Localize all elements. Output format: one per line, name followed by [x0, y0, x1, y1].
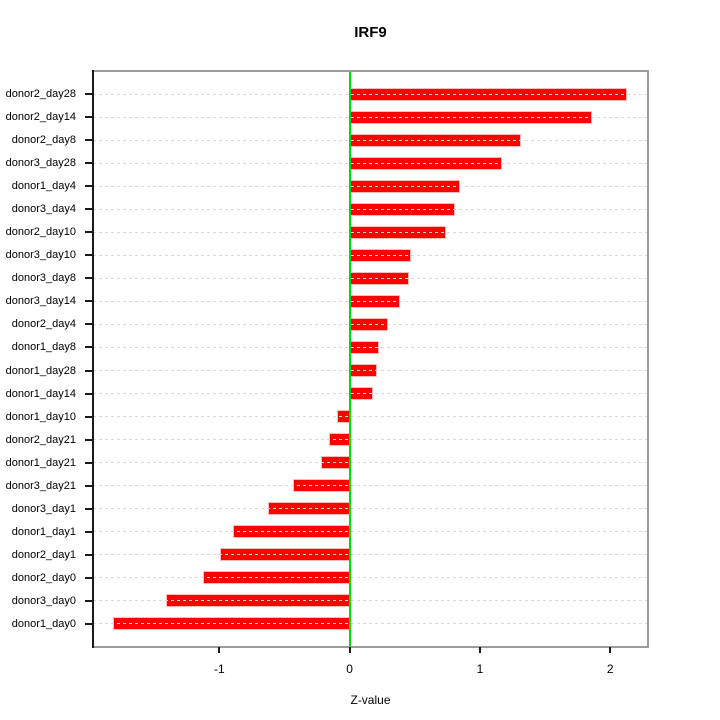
y-axis-label: donor1_day0 — [11, 617, 76, 630]
gridline — [93, 323, 648, 325]
y-axis-tick — [85, 93, 93, 96]
y-axis-tick — [85, 599, 93, 602]
gridline — [93, 416, 648, 418]
gridline — [93, 346, 648, 348]
plot-border-top — [92, 70, 649, 72]
gridline — [93, 623, 648, 625]
y-axis-tick — [85, 415, 93, 418]
y-axis-label: donor2_day28 — [5, 88, 76, 101]
y-axis-label: donor1_day28 — [5, 364, 76, 377]
y-axis-tick — [85, 484, 93, 487]
y-axis-tick — [85, 277, 93, 280]
gridline — [93, 554, 648, 556]
y-axis-label: donor1_day1 — [11, 525, 76, 538]
y-axis-tick — [85, 231, 93, 234]
plot-border-bottom — [92, 646, 649, 648]
gridline — [93, 485, 648, 487]
x-axis-tick — [609, 647, 612, 653]
gridline — [93, 93, 648, 95]
zero-line — [348, 71, 351, 647]
y-axis-label: donor1_day4 — [11, 180, 76, 193]
y-axis-label: donor1_day21 — [5, 456, 76, 469]
y-axis-label: donor2_day0 — [11, 571, 76, 584]
y-axis-label: donor2_day4 — [11, 318, 76, 331]
y-axis-label: donor3_day0 — [11, 594, 76, 607]
gridline — [93, 600, 648, 602]
x-axis-tick — [348, 647, 351, 653]
x-tick-label: 2 — [606, 662, 614, 676]
y-axis-tick — [85, 162, 93, 165]
y-axis-tick — [85, 369, 93, 372]
y-axis-tick — [85, 300, 93, 303]
gridline — [93, 508, 648, 510]
y-axis-label: donor2_day8 — [11, 134, 76, 147]
gridline — [93, 254, 648, 256]
y-axis-label: donor2_day1 — [11, 548, 76, 561]
y-axis-label: donor3_day10 — [5, 249, 76, 262]
y-axis-tick — [85, 254, 93, 257]
gridline — [93, 139, 648, 141]
gridline — [93, 300, 648, 302]
gridline — [93, 577, 648, 579]
y-axis-label: donor3_day8 — [11, 272, 76, 285]
y-axis-tick — [85, 185, 93, 188]
y-axis-tick — [85, 553, 93, 556]
y-axis-tick — [85, 530, 93, 533]
y-axis-tick — [85, 323, 93, 326]
y-axis-label: donor1_day8 — [11, 341, 76, 354]
gridline — [93, 116, 648, 118]
x-tick-label: 1 — [476, 662, 484, 676]
y-axis-tick — [85, 208, 93, 211]
y-axis-label: donor2_day21 — [5, 433, 76, 446]
y-axis-tick — [85, 576, 93, 579]
gridline — [93, 185, 648, 187]
y-axis-tick — [85, 438, 93, 441]
y-axis-line — [92, 70, 94, 648]
y-axis-label: donor3_day14 — [5, 295, 76, 308]
gridline — [93, 231, 648, 233]
gridline — [93, 277, 648, 279]
gridline — [93, 462, 648, 464]
y-axis-label: donor3_day28 — [5, 157, 76, 170]
y-axis-tick — [85, 507, 93, 510]
y-axis-tick — [85, 139, 93, 142]
gridline — [93, 439, 648, 441]
x-axis-title: Z-value — [350, 693, 391, 707]
y-axis-tick — [85, 461, 93, 464]
y-axis-tick — [85, 116, 93, 119]
y-axis-tick — [85, 392, 93, 395]
x-axis-tick — [478, 647, 481, 653]
y-axis-label: donor3_day4 — [11, 203, 76, 216]
y-axis-label: donor3_day1 — [11, 502, 76, 515]
y-axis-tick — [85, 622, 93, 625]
gridline — [93, 393, 648, 395]
y-axis-label: donor2_day14 — [5, 111, 76, 124]
y-axis-label: donor1_day10 — [5, 410, 76, 423]
gridline — [93, 370, 648, 372]
y-axis-label: donor3_day21 — [5, 479, 76, 492]
x-axis-tick — [218, 647, 221, 653]
gridline — [93, 208, 648, 210]
y-axis-label: donor1_day14 — [5, 387, 76, 400]
x-tick-label: -1 — [214, 662, 225, 676]
gridline — [93, 162, 648, 164]
x-tick-label: 0 — [346, 662, 353, 676]
y-axis-tick — [85, 346, 93, 349]
chart-title: IRF9 — [354, 24, 387, 41]
plot-border-right — [647, 70, 649, 648]
gridline — [93, 531, 648, 533]
y-axis-label: donor2_day10 — [5, 226, 76, 239]
